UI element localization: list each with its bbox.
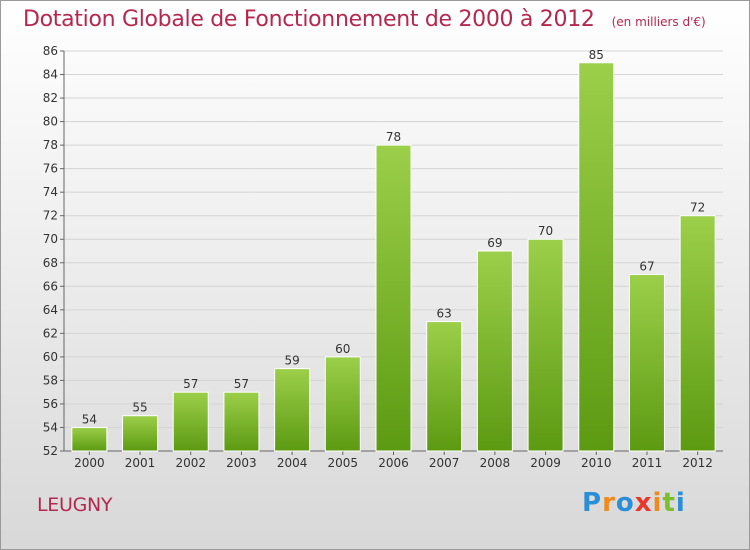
x-tick-labels: 2000 2001 2002 2003 2004 2005 2006 2007 2008 2009…	[74, 456, 713, 470]
value-label: 85	[589, 48, 604, 62]
x-tick-label: 2009	[530, 456, 561, 470]
x-tick-label: 2000	[74, 456, 105, 470]
bar	[578, 62, 615, 452]
value-label: 57	[183, 377, 198, 391]
value-labels: 54 55 57 57 59 60 78 63 69 70 85 67 72	[82, 48, 706, 427]
bar	[679, 215, 716, 452]
x-tick-label: 2007	[429, 456, 460, 470]
y-tick-label: 80	[43, 115, 58, 129]
y-tick-label: 68	[43, 256, 58, 270]
value-label: 59	[284, 354, 299, 368]
logo-letter: i	[675, 488, 686, 518]
y-tick-label: 72	[43, 209, 58, 223]
logo-letter: t	[662, 488, 676, 518]
y-tick-label: 74	[43, 185, 58, 199]
y-tick-label: 52	[43, 444, 58, 458]
logo-letter: r	[602, 488, 616, 518]
y-tick-label: 86	[43, 44, 58, 58]
logo-letter: i	[652, 488, 663, 518]
value-label: 78	[386, 130, 401, 144]
y-tick-label: 54	[43, 420, 58, 434]
y-tick-label: 78	[43, 138, 58, 152]
bar	[476, 250, 513, 452]
x-tick-label: 2012	[682, 456, 713, 470]
x-tick-label: 2001	[125, 456, 156, 470]
y-tick-label: 76	[43, 162, 58, 176]
bar	[426, 321, 463, 452]
x-tick-label: 2006	[378, 456, 409, 470]
y-tick-label: 60	[43, 350, 58, 364]
bar	[375, 144, 412, 452]
value-label: 57	[234, 377, 249, 391]
bar	[324, 356, 361, 452]
bar	[527, 238, 564, 452]
logo-letter: P	[582, 488, 603, 518]
place-name: LEUGNY	[37, 494, 113, 516]
bar	[122, 415, 159, 452]
x-tick-label: 2008	[480, 456, 511, 470]
y-tick-label: 70	[43, 232, 58, 246]
value-label: 69	[487, 236, 502, 250]
bar	[172, 391, 209, 452]
value-label: 72	[690, 201, 705, 215]
bar	[628, 274, 665, 452]
x-tick-label: 2010	[581, 456, 612, 470]
y-tick-label: 56	[43, 397, 58, 411]
bar	[274, 368, 311, 452]
y-tick-label: 82	[43, 91, 58, 105]
bars	[71, 62, 716, 452]
y-tick-label: 64	[43, 303, 58, 317]
y-tick-label: 62	[43, 326, 58, 340]
x-tick-label: 2011	[632, 456, 663, 470]
value-label: 67	[639, 260, 654, 274]
value-label: 63	[437, 307, 452, 321]
bar	[71, 426, 108, 452]
y-tick-label: 84	[43, 68, 58, 82]
bar	[223, 391, 260, 452]
x-tick-label: 2005	[328, 456, 359, 470]
x-tick-label: 2004	[277, 456, 308, 470]
logo-letter: x	[634, 488, 653, 518]
proxiti-logo: Proxiti	[582, 488, 686, 518]
value-label: 55	[132, 401, 147, 415]
chart-title-text: Dotation Globale de Fonctionnement de 20…	[23, 7, 595, 32]
unit-note: (en milliers d'€)	[611, 15, 706, 29]
value-label: 60	[335, 342, 350, 356]
y-tick-label: 66	[43, 279, 58, 293]
logo-letter: o	[615, 488, 635, 518]
value-label: 70	[538, 224, 553, 238]
y-tick-labels: 52 54 56 58 60 62 64 66 68 70 72 74 76 78 80 82 84 86	[43, 44, 58, 458]
y-tick-label: 58	[43, 373, 58, 387]
value-label: 54	[82, 412, 97, 426]
x-tick-label: 2003	[226, 456, 257, 470]
chart-title: Dotation Globale de Fonctionnement de 20…	[23, 7, 706, 32]
x-tick-label: 2002	[175, 456, 206, 470]
